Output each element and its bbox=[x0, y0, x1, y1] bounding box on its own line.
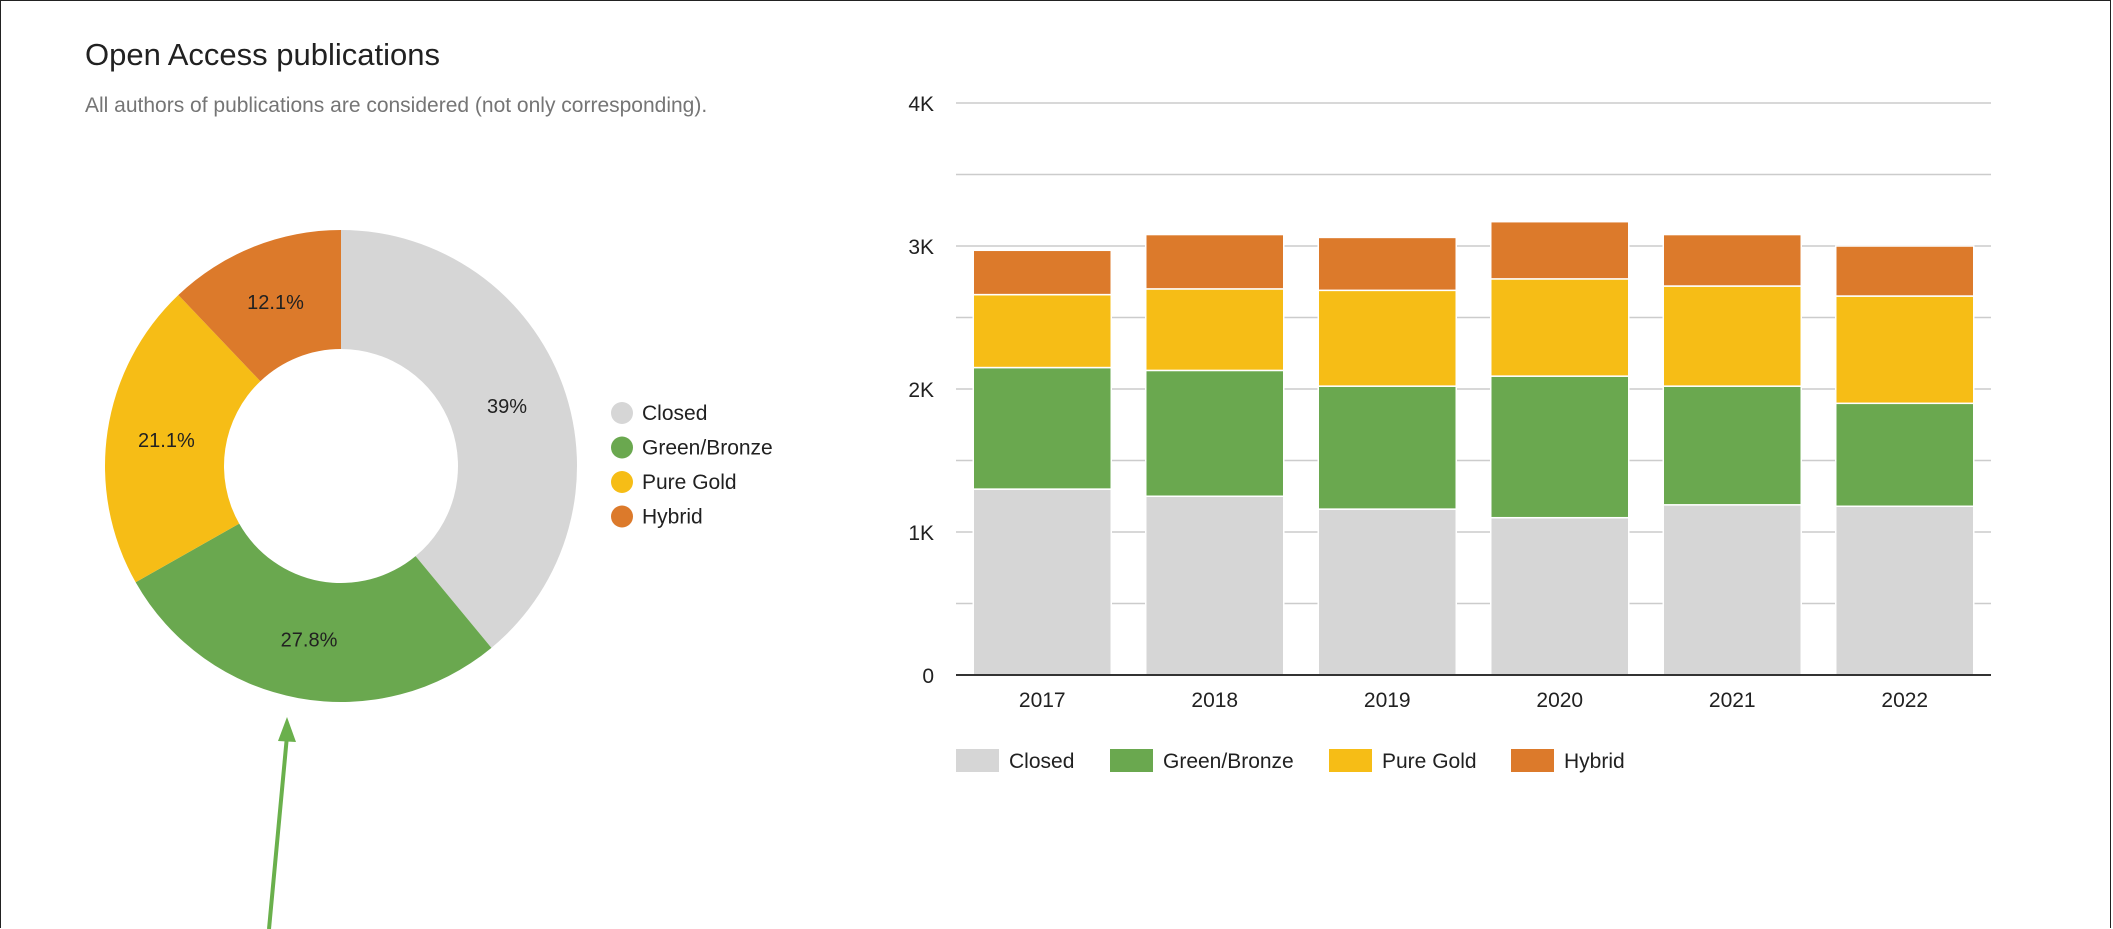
x-tick-label: 2017 bbox=[1019, 689, 1066, 712]
donut-value-label-pure-gold: 21.1% bbox=[138, 430, 195, 452]
arrow-head bbox=[278, 717, 296, 742]
bar-segment-hybrid-2017 bbox=[972, 249, 1112, 296]
bar-segment-pure-gold-2020 bbox=[1490, 278, 1630, 377]
donut-legend-swatch-green-bronze bbox=[611, 436, 633, 459]
bar-segment-pure-gold-2018 bbox=[1145, 288, 1285, 372]
y-tick-label: 2K bbox=[908, 379, 934, 402]
donut-value-label-hybrid: 12.1% bbox=[247, 292, 304, 314]
donut-legend-label-closed: Closed bbox=[642, 402, 707, 425]
donut-legend-label-green-bronze: Green/Bronze bbox=[642, 437, 773, 460]
bar-segment-green-bronze-2021 bbox=[1662, 385, 1802, 506]
donut-slice-green-bronze bbox=[135, 523, 492, 702]
donut-slice-hybrid bbox=[178, 230, 341, 382]
donut-value-label-green-bronze: 27.8% bbox=[281, 630, 338, 652]
x-tick-label: 2018 bbox=[1191, 689, 1238, 712]
bar-legend-swatch-hybrid bbox=[1511, 749, 1554, 772]
bar-segment-green-bronze-2017 bbox=[972, 366, 1112, 490]
bar-segment-closed-2018 bbox=[1145, 495, 1285, 676]
y-tick-label: 1K bbox=[908, 522, 934, 545]
bar-segment-green-bronze-2020 bbox=[1490, 375, 1630, 519]
donut-value-label-closed: 39% bbox=[487, 396, 527, 418]
bar-legend-label-green-bronze: Green/Bronze bbox=[1163, 750, 1294, 773]
bar-segment-closed-2022 bbox=[1835, 505, 1975, 676]
x-tick-label: 2019 bbox=[1364, 689, 1411, 712]
bar-segment-hybrid-2021 bbox=[1662, 233, 1802, 287]
bar-segment-pure-gold-2022 bbox=[1835, 295, 1975, 405]
donut-legend-swatch-closed bbox=[611, 402, 633, 424]
y-tick-label: 4K bbox=[908, 93, 934, 116]
page-subtitle: All authors of publications are consider… bbox=[85, 94, 708, 117]
bar-segment-pure-gold-2017 bbox=[972, 293, 1112, 369]
bar-legend-label-pure-gold: Pure Gold bbox=[1382, 750, 1477, 773]
bar-segment-closed-2021 bbox=[1662, 504, 1802, 676]
donut-legend-label-hybrid: Hybrid bbox=[642, 506, 703, 529]
arrow-shaft bbox=[267, 735, 289, 929]
bar-segment-pure-gold-2019 bbox=[1317, 289, 1457, 387]
bar-legend-label-closed: Closed bbox=[1009, 750, 1074, 773]
bar-segment-hybrid-2020 bbox=[1490, 220, 1630, 280]
x-tick-label: 2020 bbox=[1536, 689, 1583, 712]
donut-slice-pure-gold bbox=[104, 294, 261, 583]
y-tick-label: 0 bbox=[922, 665, 934, 688]
bar-legend-swatch-closed bbox=[956, 749, 999, 772]
bar-segment-hybrid-2019 bbox=[1317, 236, 1457, 292]
bar-legend-swatch-green-bronze bbox=[1110, 749, 1153, 772]
bar-segment-hybrid-2018 bbox=[1145, 233, 1285, 290]
x-tick-label: 2021 bbox=[1709, 689, 1756, 712]
bar-legend-label-hybrid: Hybrid bbox=[1564, 750, 1625, 773]
bar-segment-green-bronze-2022 bbox=[1835, 402, 1975, 508]
y-tick-label: 3K bbox=[908, 236, 934, 259]
bar-legend-swatch-pure-gold bbox=[1329, 749, 1372, 772]
donut-legend-swatch-hybrid bbox=[611, 505, 633, 528]
bar-segment-pure-gold-2021 bbox=[1662, 285, 1802, 387]
bar-segment-closed-2017 bbox=[972, 488, 1112, 676]
bar-segment-closed-2020 bbox=[1490, 516, 1630, 676]
bar-segment-hybrid-2022 bbox=[1835, 245, 1975, 297]
x-tick-label: 2022 bbox=[1881, 689, 1928, 712]
donut-legend-swatch-pure-gold bbox=[611, 471, 633, 493]
donut-legend-label-pure-gold: Pure Gold bbox=[642, 471, 737, 494]
donut-slice-closed bbox=[341, 230, 577, 648]
page-title: Open Access publications bbox=[85, 37, 440, 72]
bar-segment-green-bronze-2018 bbox=[1145, 369, 1285, 497]
